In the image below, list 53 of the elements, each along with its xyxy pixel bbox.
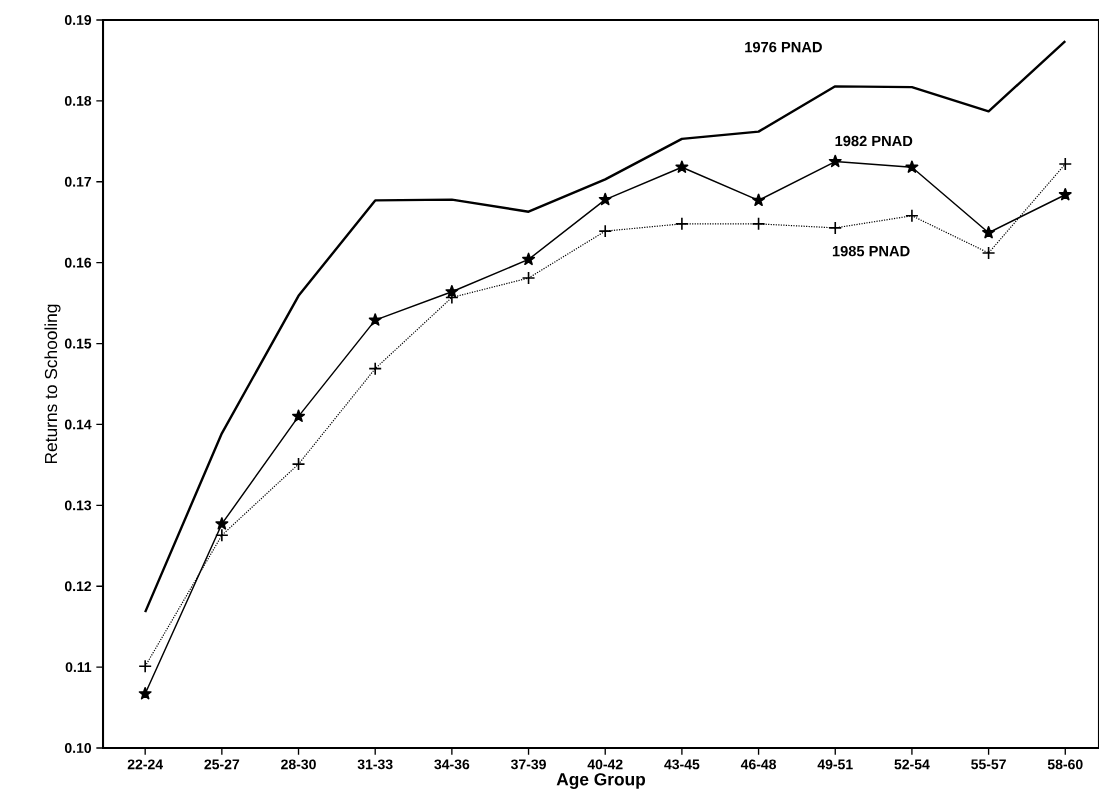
point	[982, 225, 996, 239]
point	[828, 154, 842, 168]
point	[598, 192, 612, 206]
line-series	[143, 39, 1067, 614]
point	[138, 687, 152, 700]
y-axis-title: Returns to Schooling	[44, 304, 61, 464]
x-tick-label: 46-48	[740, 759, 777, 770]
y-tick-label: 0.18	[64, 95, 92, 106]
point	[215, 517, 229, 530]
point	[292, 409, 306, 423]
point	[1058, 187, 1072, 201]
x-tick-label: 52-54	[894, 759, 930, 770]
y-tick-label: 0.10	[64, 743, 92, 753]
series-label: 1985 PNAD	[832, 245, 910, 257]
x-tick-label: 31-33	[357, 759, 393, 770]
point	[675, 160, 689, 173]
x-tick-label: 40-42	[587, 759, 623, 770]
y-tick-label: 0.13	[64, 500, 92, 511]
y-tick-label: 0.12	[64, 581, 92, 592]
point	[1058, 157, 1073, 171]
y-tick-label: 0.11	[65, 662, 92, 673]
x-tick-label: 58-60	[1047, 759, 1083, 770]
point	[215, 528, 229, 543]
x-tick-label: 43-45	[664, 759, 700, 770]
y-tick-label: 0.16	[64, 257, 92, 268]
x-tick-label: 22-24	[127, 759, 163, 770]
y-tick-label: 0.19	[64, 15, 92, 25]
point	[138, 659, 152, 674]
point	[675, 217, 689, 231]
x-tick-label: 37-39	[510, 759, 546, 770]
y-tick-label: 0.14	[64, 419, 92, 430]
point	[598, 224, 613, 238]
point	[368, 313, 382, 326]
series-label: 1982 PNAD	[835, 135, 913, 147]
text: 1976 PNAD	[745, 41, 822, 53]
x-tick-label: 28-30	[281, 759, 316, 770]
point	[905, 160, 919, 173]
point	[828, 221, 843, 235]
point	[368, 361, 382, 376]
y-tick-label: 0.17	[64, 176, 92, 187]
point	[905, 208, 919, 223]
x-tick-label: 49-51	[817, 759, 853, 770]
y-tick-label: 0.15	[64, 338, 92, 349]
point	[751, 217, 766, 231]
x-tick-label: 34-36	[434, 759, 470, 770]
point	[521, 271, 536, 285]
x-tick-label: 55-57	[971, 759, 1006, 770]
point	[752, 193, 766, 207]
point	[981, 246, 996, 260]
x-tick-label: 25-27	[204, 759, 240, 770]
x-axis-title: Age Group	[556, 773, 646, 789]
point	[291, 457, 306, 471]
point	[522, 252, 536, 266]
